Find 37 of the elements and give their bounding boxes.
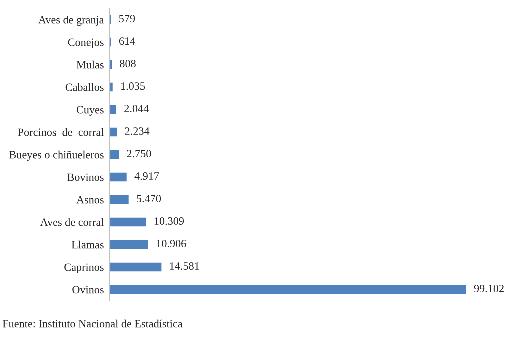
data-label: 14.581	[170, 262, 200, 270]
y-tick-label: Cuyes	[76, 106, 104, 116]
bar	[110, 171, 128, 184]
data-label: 4.917	[134, 172, 160, 180]
data-label: 579	[120, 15, 136, 23]
y-tick-label: Aves de granja	[38, 16, 104, 26]
y-tick-label: Conejos	[68, 38, 104, 49]
bar	[110, 126, 119, 138]
data-label: 99.102	[474, 284, 504, 293]
y-tick-label: Mulas	[76, 60, 104, 69]
bar	[110, 194, 130, 206]
source-note: Fuente: Instituto Nacional de Estadística	[2, 320, 183, 328]
bar	[110, 104, 118, 116]
data-label: 10.906	[157, 240, 186, 248]
bar	[110, 216, 148, 228]
data-label: 2.044	[124, 105, 149, 113]
y-tick-label: Bueyes o chiñueleros	[10, 150, 104, 162]
y-tick-label: Ovinos	[72, 286, 104, 294]
y-tick-label: Llamas	[72, 240, 104, 249]
data-label: 2.234	[125, 128, 150, 136]
y-tick-label: Caballos	[66, 83, 104, 92]
y-tick-label: Bovinos	[68, 174, 104, 182]
y-tick-label: Porcinos de corral	[18, 128, 104, 136]
y-tick-label: Asnos	[76, 196, 104, 204]
bar	[110, 82, 114, 94]
data-label: 2.750	[127, 150, 152, 158]
bar	[110, 284, 468, 296]
data-label: 10.309	[154, 218, 184, 226]
bar	[110, 149, 120, 161]
data-label: 1.035	[121, 82, 146, 90]
data-label: 5.470	[137, 195, 162, 203]
bar	[110, 261, 164, 273]
bar	[110, 238, 150, 250]
y-tick-label: Aves de corral	[40, 218, 104, 226]
data-label: 808	[120, 60, 136, 68]
y-tick-label: Caprinos	[64, 264, 104, 274]
data-label: 614	[119, 38, 136, 46]
